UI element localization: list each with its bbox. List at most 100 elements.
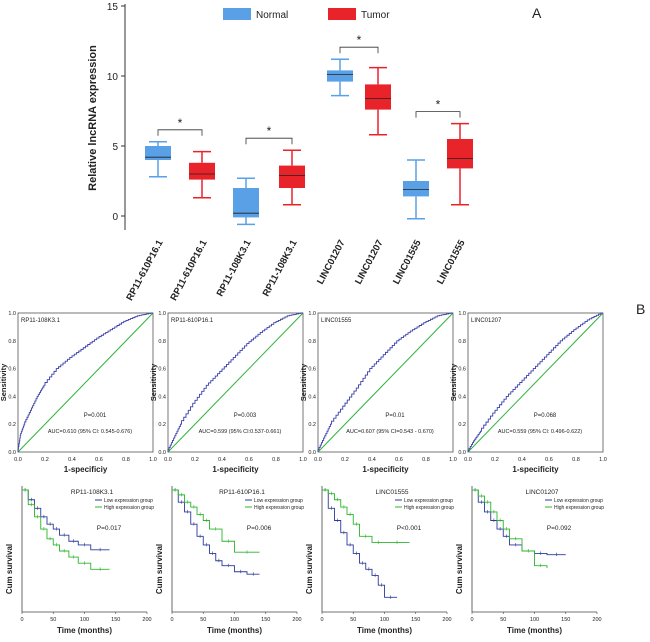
- km-chart: 0 50 100 150 200 Time (months) Cum survival RP1…: [155, 486, 304, 635]
- y-tick-label: 0.4: [8, 394, 16, 400]
- km-chart: 0 50 100 150 200 Time (months) Cum survival RP1…: [5, 486, 154, 635]
- roc-reference-line: [317, 312, 454, 453]
- km-title: LINC01555: [376, 489, 409, 496]
- x-tick-label: 100: [380, 617, 389, 623]
- x-tick-label: 0.6: [545, 457, 553, 463]
- x-tick-label: 0.2: [341, 457, 349, 463]
- km-p-value: P=0.092: [547, 525, 572, 532]
- y-tick-label: 0.6: [158, 367, 166, 373]
- roc-frame: [317, 312, 454, 453]
- x-tick-label: 0.4: [368, 457, 376, 463]
- x-tick-label: 0.6: [395, 457, 403, 463]
- x-tick-label: 100: [80, 617, 89, 623]
- y-tick-label: 15: [107, 2, 119, 13]
- roc-title: RP11-610P16.1: [171, 318, 214, 324]
- km-legend-label: High expression group: [104, 505, 154, 511]
- category-label: RP11-610P16.1: [124, 238, 166, 303]
- km-title: RP11-108K3.1: [71, 489, 114, 496]
- km-title: RP11-610P16.1: [219, 489, 265, 496]
- y-tick-label: 0: [112, 212, 118, 223]
- roc-p-value: P=0.003: [234, 413, 257, 419]
- y-tick-label: 0.4: [458, 394, 466, 400]
- roc-x-axis-title: 1-specificity: [212, 465, 259, 474]
- km-x-axis-title: Time (months): [207, 626, 262, 635]
- km-title: LINC01207: [526, 489, 559, 496]
- y-tick-label: 0.4: [158, 394, 166, 400]
- x-tick-label: 0.4: [218, 457, 226, 463]
- panel-a-letter: A: [532, 5, 542, 21]
- category-label: LINC01555: [435, 238, 468, 287]
- km-x-axis-title: Time (months): [357, 626, 412, 635]
- x-tick-label: 100: [530, 617, 539, 623]
- y-axis-title: Relative lncRNA expression: [87, 45, 99, 191]
- significance-star: *: [267, 124, 272, 138]
- x-tick-label: 0.0: [464, 457, 472, 463]
- box-tumor: [279, 165, 305, 188]
- roc-curve: [17, 312, 153, 452]
- x-tick-label: 150: [411, 617, 420, 623]
- x-tick-label: 0.0: [14, 457, 22, 463]
- y-tick-label: 0.2: [308, 422, 316, 428]
- km-y-axis-title: Cum survival: [155, 544, 164, 594]
- y-tick-label: 0.0: [458, 450, 466, 456]
- x-tick-label: 0.8: [122, 457, 130, 463]
- roc-reference-line: [167, 312, 304, 453]
- significance-bracket: [245, 137, 293, 145]
- significance-star: *: [178, 116, 183, 130]
- x-tick-label: 150: [261, 617, 270, 623]
- km-curve-high: [472, 489, 548, 569]
- legend-label: Normal: [256, 10, 288, 21]
- y-tick-label: 10: [107, 72, 119, 83]
- category-label: RP11-108K3.1: [215, 238, 254, 299]
- x-tick-label: 0.4: [518, 457, 526, 463]
- y-tick-label: 1.0: [158, 311, 166, 317]
- x-tick-label: 0.0: [164, 457, 172, 463]
- y-tick-label: 0.6: [8, 367, 16, 373]
- significance-bracket: [339, 46, 379, 54]
- roc-auc-text: AUC=0.610 (95% CI: 0.545-0.676): [48, 429, 132, 435]
- x-tick-label: 0.6: [95, 457, 103, 463]
- y-tick-label: 0.2: [458, 422, 466, 428]
- y-tick-label: 5: [112, 142, 118, 153]
- y-tick-label: 0.4: [308, 394, 316, 400]
- km-legend-label: Low expression group: [254, 498, 303, 504]
- x-tick-label: 0.2: [491, 457, 499, 463]
- km-legend-label: High expression group: [554, 505, 604, 511]
- roc-p-value: P=0.068: [534, 413, 557, 419]
- km-p-value: P=0.006: [247, 525, 272, 532]
- y-tick-label: 0.2: [8, 422, 16, 428]
- x-tick-label: 150: [111, 617, 120, 623]
- x-tick-label: 0: [470, 617, 473, 623]
- box-normal: [327, 70, 353, 82]
- km-curve-low: [322, 489, 397, 598]
- roc-p-value: P=0.001: [84, 413, 107, 419]
- y-tick-label: 0.6: [308, 367, 316, 373]
- km-curve-high: [172, 489, 260, 553]
- significance-star: *: [357, 33, 362, 47]
- category-label: LINC01207: [315, 238, 348, 286]
- x-tick-label: 0.8: [422, 457, 430, 463]
- roc-auc-text: AUC=0.607 (95% CI=0.543 - 0.670): [346, 429, 434, 435]
- x-tick-label: 1.0: [449, 457, 457, 463]
- roc-chart: 0.00.0 0.2 0.2 0.4 0.4 0.6 0.6 0.8 0.8 1.0 1.0 1-sp…: [0, 311, 157, 474]
- x-tick-label: 0: [20, 617, 23, 623]
- x-tick-label: 50: [350, 617, 356, 623]
- x-tick-label: 1.0: [599, 457, 607, 463]
- roc-x-axis-title: 1-specificity: [362, 465, 409, 474]
- roc-x-axis-title: 1-specificity: [512, 465, 559, 474]
- x-tick-label: 50: [500, 617, 506, 623]
- y-tick-label: 0.8: [308, 339, 316, 345]
- x-tick-label: 0.6: [245, 457, 253, 463]
- km-curve-low: [22, 489, 110, 551]
- category-label: LINC01207: [353, 238, 386, 286]
- roc-chart: 0.00.0 0.2 0.2 0.4 0.4 0.6 0.6 0.8 0.8 1.0 1.0 1-sp…: [149, 311, 307, 474]
- roc-y-axis-title: Sensitivity: [449, 363, 458, 401]
- km-legend-label: High expression group: [404, 505, 454, 511]
- km-y-axis-title: Cum survival: [305, 544, 314, 594]
- km-legend-label: High expression group: [254, 505, 304, 511]
- category-label: RP11-108K3.1: [261, 238, 300, 299]
- roc-y-axis-title: Sensitivity: [299, 363, 308, 401]
- legend-label: Tumor: [361, 10, 390, 21]
- km-curve-high: [22, 489, 110, 570]
